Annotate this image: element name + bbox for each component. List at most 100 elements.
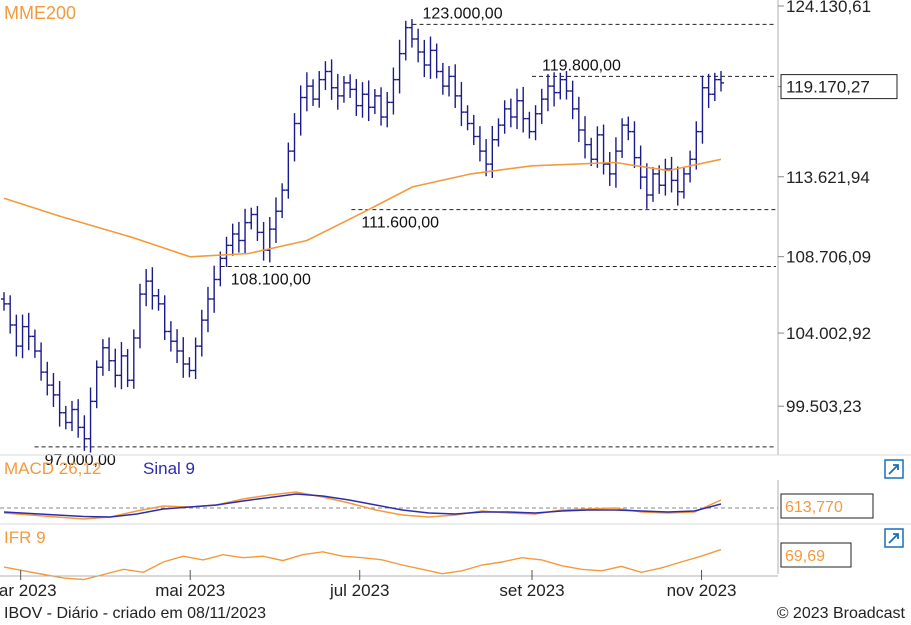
price-bar bbox=[229, 223, 236, 256]
x-tick-label: mar 2023 bbox=[0, 581, 57, 600]
reference-label: 111.600,00 bbox=[361, 215, 439, 232]
macd-expand-icon[interactable] bbox=[884, 459, 904, 479]
price-bar bbox=[316, 71, 323, 108]
price-bar bbox=[75, 399, 82, 438]
price-bar bbox=[699, 75, 706, 144]
price-bar bbox=[557, 72, 564, 100]
price-bar bbox=[650, 167, 657, 202]
price-bar bbox=[501, 100, 508, 134]
price-bar bbox=[161, 295, 168, 341]
price-bar bbox=[365, 80, 372, 122]
price-bar bbox=[198, 309, 205, 357]
price-bar bbox=[68, 400, 75, 432]
price-bar bbox=[347, 74, 354, 98]
price-bar bbox=[582, 116, 589, 159]
rsi-expand-icon[interactable] bbox=[884, 528, 904, 548]
signal-label: Sinal 9 bbox=[143, 459, 195, 478]
rsi-line bbox=[3, 548, 722, 581]
reference-label: 123.000,00 bbox=[423, 5, 503, 22]
rsi-value: 69,69 bbox=[785, 548, 825, 565]
price-bar bbox=[322, 61, 329, 90]
price-bar bbox=[680, 167, 687, 199]
price-bar bbox=[452, 64, 459, 108]
price-bar bbox=[192, 337, 199, 380]
x-tick-label: mai 2023 bbox=[155, 581, 225, 600]
price-bar bbox=[693, 121, 700, 170]
price-bar bbox=[359, 82, 366, 118]
mme200-line bbox=[3, 158, 722, 258]
price-bar bbox=[458, 82, 465, 126]
copyright: © 2023 Broadcast bbox=[777, 605, 906, 622]
price-bar bbox=[588, 137, 595, 167]
y-axis-ticks: 124.130,61 119.170,27 113.621,94 108.706,09… bbox=[778, 0, 898, 416]
price-bar bbox=[242, 208, 249, 255]
price-bar bbox=[31, 329, 38, 358]
price-bar bbox=[1, 292, 7, 311]
price-bar bbox=[56, 381, 63, 427]
footer-caption: IBOV - Diário - criado em 08/11/2023 bbox=[4, 605, 266, 622]
price-bar bbox=[167, 321, 174, 352]
x-tick-label: set 2023 bbox=[499, 581, 564, 600]
macd-value-box bbox=[780, 493, 874, 519]
price-bar bbox=[371, 89, 378, 115]
price-bar bbox=[514, 88, 521, 130]
price-bar bbox=[384, 92, 391, 128]
price-bar bbox=[538, 88, 545, 125]
rsi-label: IFR 9 bbox=[4, 528, 46, 547]
price-bar bbox=[526, 111, 533, 139]
rsi-value-box bbox=[780, 542, 852, 568]
price-bar bbox=[674, 166, 681, 206]
price-bar bbox=[705, 73, 712, 109]
price-bar bbox=[7, 295, 14, 334]
mme200-label: MME200 bbox=[4, 3, 76, 23]
price-bar bbox=[248, 207, 255, 230]
price-bar bbox=[507, 98, 514, 128]
price-bar bbox=[489, 125, 496, 178]
macd-label: MACD 26,12 bbox=[4, 459, 101, 478]
macd-value: 613,770 bbox=[785, 499, 843, 516]
price-bar bbox=[656, 165, 663, 194]
price-bar bbox=[575, 96, 582, 143]
macd-line bbox=[3, 491, 722, 520]
price-bar bbox=[266, 217, 273, 263]
reference-lines: 123.000,00 119.800,00 111.600,00 108.100,00… bbox=[34, 5, 776, 469]
price-bar bbox=[217, 251, 224, 287]
price-bar bbox=[99, 339, 106, 376]
price-bar bbox=[433, 43, 440, 79]
price-bar bbox=[520, 86, 527, 133]
reference-label: 108.100,00 bbox=[231, 272, 311, 289]
price-bar bbox=[13, 314, 20, 357]
price-bar bbox=[106, 337, 113, 372]
price-bar bbox=[390, 67, 397, 115]
price-bar bbox=[285, 142, 292, 199]
price-bar bbox=[124, 349, 131, 388]
price-bar bbox=[186, 357, 193, 378]
price-bar bbox=[328, 59, 335, 100]
price-bar bbox=[118, 342, 125, 390]
price-bar bbox=[62, 405, 69, 430]
price-bar bbox=[408, 19, 415, 48]
price-bar bbox=[143, 269, 150, 307]
price-bar bbox=[637, 145, 644, 190]
price-bar bbox=[211, 265, 218, 313]
price-bar bbox=[563, 71, 570, 100]
price-bar bbox=[476, 126, 483, 162]
price-bar bbox=[718, 71, 724, 92]
price-bar bbox=[483, 139, 490, 177]
price-bar bbox=[19, 314, 26, 359]
price-bar bbox=[643, 163, 650, 209]
price-bar bbox=[427, 36, 434, 79]
price-bar bbox=[402, 20, 409, 61]
price-bar bbox=[25, 312, 32, 351]
price-bar bbox=[180, 337, 187, 378]
price-bar bbox=[149, 267, 156, 310]
price-bar bbox=[662, 158, 669, 196]
price-bar bbox=[668, 156, 675, 193]
price-bar bbox=[619, 118, 626, 158]
price-bar bbox=[223, 236, 230, 267]
price-bar bbox=[303, 72, 310, 112]
price-bar bbox=[174, 329, 181, 364]
price-bar bbox=[446, 66, 453, 97]
price-bar bbox=[600, 124, 607, 175]
